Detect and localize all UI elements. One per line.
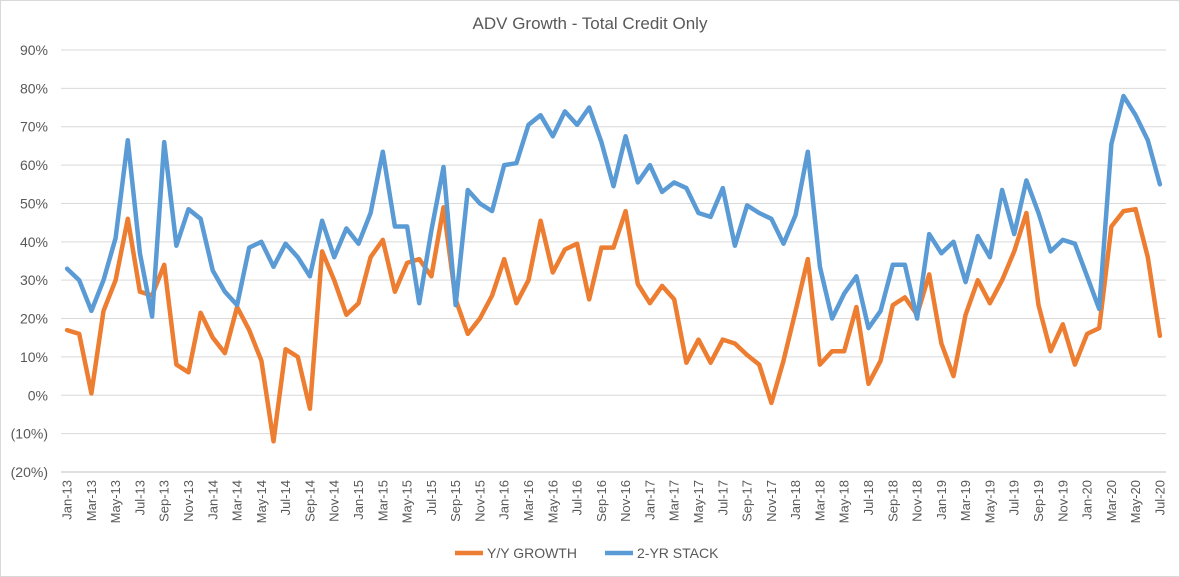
x-tick-label: Jan-16 bbox=[497, 480, 512, 520]
x-tick-label: May-14 bbox=[254, 480, 269, 523]
x-tick-label: Sep-13 bbox=[157, 480, 172, 522]
x-tick-label: Mar-19 bbox=[958, 480, 973, 521]
y-tick-label: 90% bbox=[20, 42, 48, 58]
x-tick-label: Jul-19 bbox=[1007, 480, 1022, 515]
chart-title: ADV Growth - Total Credit Only bbox=[473, 14, 708, 33]
x-tick-label: Jan-18 bbox=[788, 480, 803, 520]
x-tick-label: Nov-17 bbox=[764, 480, 779, 522]
x-tick-label: May-17 bbox=[691, 480, 706, 523]
x-tick-label: Mar-14 bbox=[230, 480, 245, 521]
x-tick-label: Mar-20 bbox=[1104, 480, 1119, 521]
legend-label: Y/Y GROWTH bbox=[487, 545, 577, 561]
y-tick-label: 10% bbox=[20, 349, 48, 365]
x-tick-label: Sep-19 bbox=[1031, 480, 1046, 522]
x-tick-label: Nov-14 bbox=[327, 480, 342, 522]
x-tick-label: Nov-18 bbox=[910, 480, 925, 522]
y-tick-label: 70% bbox=[20, 119, 48, 135]
x-tick-label: Mar-18 bbox=[812, 480, 827, 521]
x-tick-label: Mar-17 bbox=[667, 480, 682, 521]
x-tick-label: Jan-17 bbox=[642, 480, 657, 520]
x-tick-label: May-13 bbox=[108, 480, 123, 523]
x-tick-label: May-19 bbox=[982, 480, 997, 523]
x-tick-label: May-20 bbox=[1128, 480, 1143, 523]
x-tick-label: Sep-17 bbox=[740, 480, 755, 522]
x-tick-label: May-18 bbox=[837, 480, 852, 523]
y-tick-label: 60% bbox=[20, 157, 48, 173]
series-lines bbox=[64, 93, 1163, 444]
x-tick-label: Jul-14 bbox=[278, 480, 293, 515]
legend-label: 2-YR STACK bbox=[637, 545, 719, 561]
y-tick-label: 20% bbox=[20, 311, 48, 327]
x-tick-label: Jul-17 bbox=[715, 480, 730, 515]
x-tick-label: Mar-15 bbox=[375, 480, 390, 521]
y-tick-label: 30% bbox=[20, 272, 48, 288]
x-tick-label: Jul-18 bbox=[861, 480, 876, 515]
y-tick-label: 40% bbox=[20, 234, 48, 250]
x-tick-label: May-15 bbox=[400, 480, 415, 523]
y-tick-label: (20%) bbox=[11, 464, 48, 480]
x-tick-label: Nov-16 bbox=[618, 480, 633, 522]
x-tick-label: Nov-13 bbox=[181, 480, 196, 522]
y-axis-ticks: (20%) (10%) 0% 10% 20% 30% 40% 50% 60% 70% 80% 90% bbox=[11, 42, 48, 480]
y-tick-label: 50% bbox=[20, 195, 48, 211]
x-tick-label: Jul-13 bbox=[132, 480, 147, 515]
series-line-yy-growth bbox=[64, 205, 1163, 444]
x-tick-label: Nov-15 bbox=[472, 480, 487, 522]
x-tick-label: Jul-20 bbox=[1152, 480, 1167, 515]
x-tick-label: Sep-16 bbox=[594, 480, 609, 522]
x-tick-label: Mar-16 bbox=[521, 480, 536, 521]
x-tick-label: Sep-15 bbox=[448, 480, 463, 522]
x-tick-label: Jan-14 bbox=[205, 480, 220, 520]
x-tick-label: Sep-18 bbox=[885, 480, 900, 522]
x-tick-label: Nov-19 bbox=[1055, 480, 1070, 522]
x-tick-label: Jan-19 bbox=[934, 480, 949, 520]
legend: Y/Y GROWTH 2-YR STACK bbox=[455, 545, 719, 561]
x-tick-label: Jul-16 bbox=[570, 480, 585, 515]
x-tick-label: Sep-14 bbox=[302, 480, 317, 522]
gridlines bbox=[61, 49, 1166, 473]
x-tick-label: Mar-13 bbox=[84, 480, 99, 521]
x-tick-label: Jan-13 bbox=[60, 480, 75, 520]
y-tick-label: (10%) bbox=[11, 426, 48, 442]
x-tick-label: Jan-15 bbox=[351, 480, 366, 520]
y-tick-label: 80% bbox=[20, 80, 48, 96]
x-tick-label: Jan-20 bbox=[1080, 480, 1095, 520]
y-tick-label: 0% bbox=[28, 387, 48, 403]
x-axis-ticks: Jan-13 Mar-13 May-13 Jul-13 Sep-13 Nov-13 Jan-… bbox=[60, 480, 1168, 523]
x-tick-label: Jul-15 bbox=[424, 480, 439, 515]
x-tick-label: May-16 bbox=[545, 480, 560, 523]
series-line-2yr-stack bbox=[64, 93, 1163, 331]
